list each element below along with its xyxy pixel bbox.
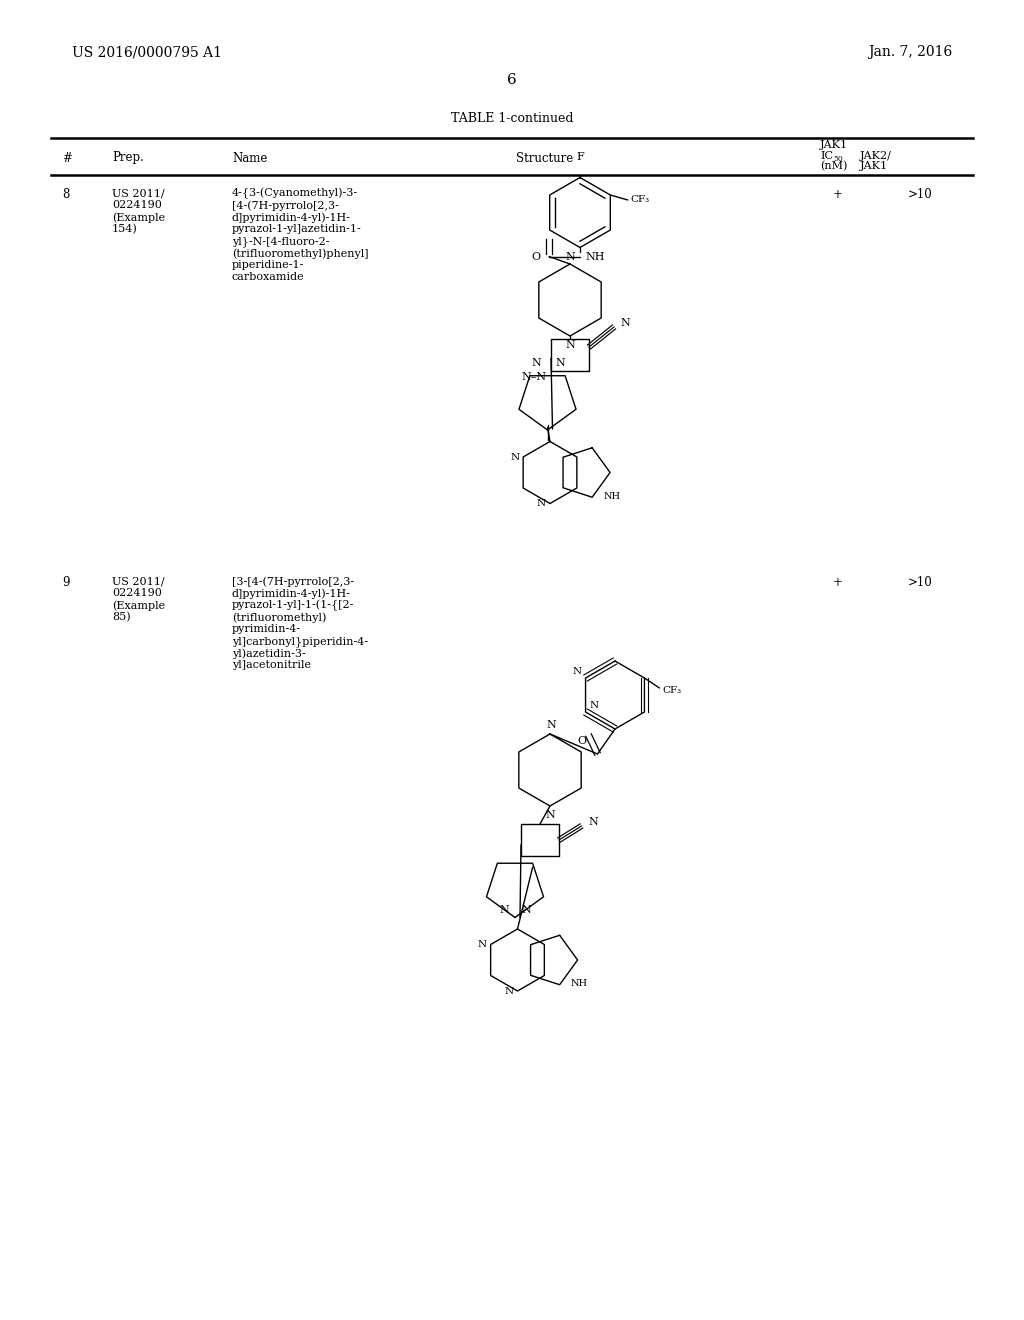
Text: d]pyrimidin-4-yl)-1H-: d]pyrimidin-4-yl)-1H-	[232, 587, 351, 598]
Text: N: N	[537, 499, 546, 508]
Text: 8: 8	[62, 187, 70, 201]
Text: 154): 154)	[112, 224, 138, 235]
Text: N: N	[505, 986, 513, 995]
Text: +: +	[834, 576, 843, 589]
Text: N: N	[477, 940, 486, 949]
Text: 0224190: 0224190	[112, 587, 162, 598]
Text: N: N	[590, 701, 599, 710]
Text: Structure: Structure	[516, 152, 573, 165]
Text: yl}-N-[4-fluoro-2-: yl}-N-[4-fluoro-2-	[232, 236, 330, 247]
Text: pyrazol-1-yl]-1-(1-{[2-: pyrazol-1-yl]-1-(1-{[2-	[232, 601, 354, 611]
Text: yl)azetidin-3-: yl)azetidin-3-	[232, 648, 306, 659]
Text: Name: Name	[232, 152, 267, 165]
Text: +: +	[834, 187, 843, 201]
Text: 6: 6	[507, 73, 517, 87]
Text: (Example: (Example	[112, 601, 165, 611]
Text: 0224190: 0224190	[112, 201, 162, 210]
Text: NH: NH	[585, 252, 604, 261]
Text: [4-(7H-pyrrolo[2,3-: [4-(7H-pyrrolo[2,3-	[232, 201, 339, 211]
Text: Prep.: Prep.	[112, 152, 144, 165]
Text: 9: 9	[62, 576, 70, 589]
Text: CF₃: CF₃	[662, 686, 681, 696]
Text: JAK1: JAK1	[860, 161, 888, 172]
Text: N: N	[521, 906, 530, 915]
Text: pyrazol-1-yl]azetidin-1-: pyrazol-1-yl]azetidin-1-	[232, 224, 361, 234]
Text: N: N	[555, 358, 565, 367]
Text: CF₃: CF₃	[631, 195, 649, 205]
Text: [3-[4-(7H-pyrrolo[2,3-: [3-[4-(7H-pyrrolo[2,3-	[232, 576, 354, 586]
Text: (trifluoromethyl): (trifluoromethyl)	[232, 612, 327, 623]
Text: JAK1: JAK1	[820, 140, 848, 150]
Text: N: N	[510, 453, 519, 462]
Text: 4-{3-(Cyanomethyl)-3-: 4-{3-(Cyanomethyl)-3-	[232, 187, 358, 199]
Text: N: N	[621, 318, 630, 329]
Text: N: N	[546, 721, 556, 730]
Text: US 2016/0000795 A1: US 2016/0000795 A1	[72, 45, 222, 59]
Text: Jan. 7, 2016: Jan. 7, 2016	[867, 45, 952, 59]
Text: >10: >10	[907, 576, 933, 589]
Text: pyrimidin-4-: pyrimidin-4-	[232, 624, 301, 634]
Text: (nM): (nM)	[820, 161, 848, 172]
Text: O: O	[530, 252, 540, 261]
Text: N: N	[545, 810, 555, 820]
Text: TABLE 1-continued: TABLE 1-continued	[451, 111, 573, 124]
Text: #: #	[62, 152, 72, 165]
Text: US 2011/: US 2011/	[112, 187, 165, 198]
Text: N: N	[531, 358, 542, 367]
Text: (trifluoromethyl)phenyl]: (trifluoromethyl)phenyl]	[232, 248, 369, 259]
Text: NH: NH	[603, 492, 621, 502]
Text: (Example: (Example	[112, 213, 165, 223]
Text: 50: 50	[833, 154, 843, 162]
Text: N: N	[565, 339, 574, 350]
Text: yl]carbonyl}piperidin-4-: yl]carbonyl}piperidin-4-	[232, 636, 368, 647]
Text: d]pyrimidin-4-yl)-1H-: d]pyrimidin-4-yl)-1H-	[232, 213, 351, 223]
Text: NH: NH	[570, 979, 588, 989]
Text: N: N	[565, 252, 574, 261]
Text: N: N	[589, 817, 598, 828]
Text: O: O	[578, 737, 587, 747]
Text: N: N	[499, 906, 509, 915]
Text: N–N: N–N	[521, 372, 546, 383]
Text: carboxamide: carboxamide	[232, 272, 304, 282]
Text: yl]acetonitrile: yl]acetonitrile	[232, 660, 311, 671]
Text: >10: >10	[907, 187, 933, 201]
Text: 85): 85)	[112, 612, 131, 622]
Text: piperidine-1-: piperidine-1-	[232, 260, 304, 271]
Text: JAK2/: JAK2/	[860, 150, 892, 161]
Text: IC: IC	[820, 150, 833, 161]
Text: F: F	[577, 152, 584, 161]
Text: US 2011/: US 2011/	[112, 576, 165, 586]
Text: N: N	[572, 667, 582, 676]
